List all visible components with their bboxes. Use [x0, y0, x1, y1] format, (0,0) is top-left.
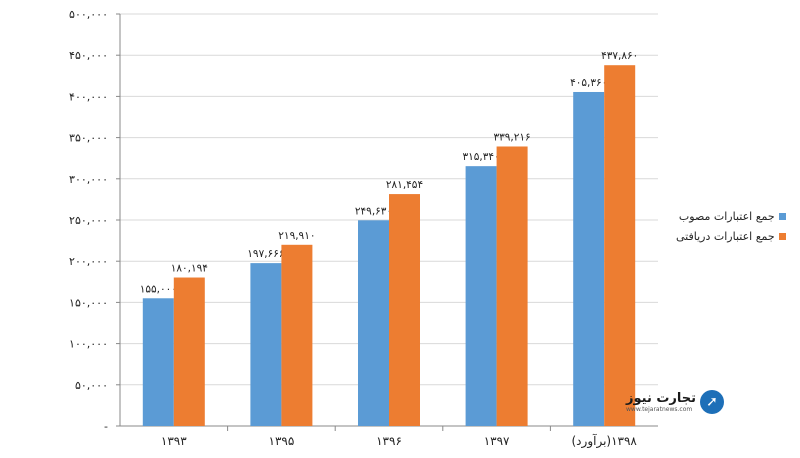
- y-tick-label: ۱۰۰,۰۰۰: [69, 338, 108, 351]
- category-label: ۱۳۹۸(برآورد): [572, 433, 638, 449]
- bar-received: [389, 194, 420, 426]
- legend-swatch-approved: [778, 212, 786, 220]
- data-label: ۱۵۵,۰۰۰: [140, 283, 177, 295]
- category-label: ۱۳۹۷: [484, 434, 510, 448]
- data-label: ۲۱۹,۹۱۰: [278, 230, 315, 242]
- watermark-name: تجارت نیوز: [626, 390, 697, 406]
- bar-received: [604, 65, 636, 426]
- y-tick-label: ۴۰۰,۰۰۰: [69, 90, 108, 103]
- watermark-logo: تجارت نیوز www.tejaratnews.com ➚: [626, 385, 738, 419]
- bar-received: [173, 277, 205, 426]
- legend-item-approved: جمع اعتبارات مصوب: [676, 206, 786, 226]
- data-label: ۳۳۹,۲۱۶: [494, 131, 531, 143]
- bar-approved: [465, 166, 497, 426]
- y-tick-label: ۲۵۰,۰۰۰: [69, 214, 108, 227]
- y-tick-label: ۵۰۰,۰۰۰: [69, 8, 108, 21]
- data-label: ۴۳۷,۸۶۰: [601, 50, 638, 62]
- y-tick-label: ۲۰۰,۰۰۰: [69, 255, 108, 268]
- bar-received: [281, 244, 313, 426]
- data-label: ۴۰۵,۳۶۰: [570, 77, 607, 89]
- y-tick-label: ۵۰,۰۰۰: [75, 379, 108, 392]
- legend-swatch-received: [778, 232, 786, 240]
- category-label: ۱۳۹۶: [376, 434, 402, 448]
- bar-approved: [358, 220, 389, 426]
- watermark-text: تجارت نیوز www.tejaratnews.com: [626, 392, 696, 413]
- watermark-url: www.tejaratnews.com: [626, 405, 693, 413]
- data-label: ۲۴۹,۶۳۰: [355, 205, 392, 217]
- y-tick-label: ۳۵۰,۰۰۰: [69, 132, 108, 145]
- legend-item-received: جمع اعتبارات دریافتی: [676, 226, 786, 246]
- legend-label-received: جمع اعتبارات دریافتی: [676, 229, 775, 243]
- category-label: ۱۳۹۳: [161, 434, 187, 448]
- y-tick-label: ۱۵۰,۰۰۰: [69, 296, 108, 309]
- bar-received: [496, 146, 528, 426]
- data-label: ۱۸۰,۱۹۴: [171, 263, 208, 275]
- y-tick-label: ۳۰۰,۰۰۰: [69, 173, 108, 186]
- category-label: ۱۳۹۵: [269, 434, 295, 448]
- bar-approved: [250, 263, 282, 426]
- chart-legend: جمع اعتبارات مصوب جمع اعتبارات دریافتی: [676, 206, 786, 246]
- logo-arrow-icon: ➚: [700, 390, 725, 414]
- y-tick-label: -: [104, 420, 108, 433]
- y-tick-label: ۴۵۰,۰۰۰: [69, 49, 108, 62]
- legend-label-approved: جمع اعتبارات مصوب: [678, 209, 775, 223]
- bar-approved: [573, 91, 605, 426]
- data-label: ۳۱۵,۳۴۰: [463, 151, 500, 163]
- bar-approved: [142, 298, 174, 426]
- data-label: ۲۸۱,۴۵۴: [386, 179, 423, 191]
- data-label: ۱۹۷,۶۶۶: [247, 248, 284, 260]
